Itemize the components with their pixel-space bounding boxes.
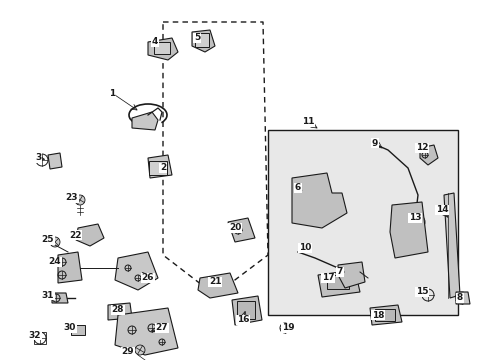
Text: 5: 5 — [193, 33, 200, 42]
Text: 10: 10 — [298, 243, 310, 252]
Polygon shape — [455, 292, 469, 304]
Text: 19: 19 — [281, 324, 294, 333]
Circle shape — [410, 215, 424, 229]
Polygon shape — [132, 112, 158, 130]
Circle shape — [135, 345, 145, 355]
Bar — [71, 325, 85, 335]
Bar — [304, 183, 315, 203]
Bar — [195, 33, 208, 47]
Text: 7: 7 — [336, 267, 343, 276]
Text: 15: 15 — [415, 288, 427, 297]
Polygon shape — [198, 273, 238, 298]
Polygon shape — [227, 218, 254, 242]
Text: 24: 24 — [49, 257, 61, 266]
Text: 11: 11 — [301, 117, 314, 126]
Polygon shape — [108, 303, 132, 320]
Text: 28: 28 — [112, 306, 124, 315]
Bar — [154, 42, 170, 54]
Text: 29: 29 — [122, 347, 134, 356]
Polygon shape — [419, 145, 437, 165]
Bar — [34, 332, 46, 344]
Text: 17: 17 — [321, 274, 334, 283]
Polygon shape — [58, 252, 82, 283]
Text: 14: 14 — [435, 206, 447, 215]
Text: 30: 30 — [63, 324, 76, 333]
Text: 4: 4 — [151, 37, 158, 46]
Text: 20: 20 — [228, 224, 241, 233]
Text: 25: 25 — [41, 235, 54, 244]
Bar — [374, 309, 394, 321]
Text: 22: 22 — [69, 230, 81, 239]
Text: 26: 26 — [142, 274, 154, 283]
Polygon shape — [317, 270, 359, 297]
Text: 21: 21 — [208, 278, 221, 287]
Text: 8: 8 — [456, 293, 462, 302]
Text: 18: 18 — [371, 310, 384, 320]
Text: 27: 27 — [155, 324, 168, 333]
Bar — [326, 275, 348, 289]
Polygon shape — [148, 38, 178, 60]
Text: 6: 6 — [294, 184, 301, 193]
Polygon shape — [231, 296, 262, 325]
Polygon shape — [389, 202, 427, 258]
Circle shape — [75, 195, 85, 205]
Circle shape — [50, 237, 60, 247]
Text: 2: 2 — [160, 163, 166, 172]
Circle shape — [401, 225, 407, 231]
Polygon shape — [337, 262, 364, 288]
Text: 12: 12 — [415, 144, 427, 153]
Text: 32: 32 — [29, 330, 41, 339]
Polygon shape — [192, 30, 215, 52]
Polygon shape — [148, 155, 172, 178]
Bar — [149, 161, 167, 175]
Text: 16: 16 — [236, 315, 249, 324]
Polygon shape — [115, 252, 158, 290]
Polygon shape — [48, 153, 62, 169]
Polygon shape — [115, 308, 178, 355]
Polygon shape — [443, 193, 459, 298]
Polygon shape — [369, 305, 401, 325]
Bar — [267, 130, 457, 315]
Text: 3: 3 — [35, 153, 41, 162]
Text: 9: 9 — [371, 139, 377, 148]
Text: 1: 1 — [109, 89, 115, 98]
Text: 13: 13 — [408, 213, 420, 222]
Polygon shape — [76, 224, 104, 246]
Text: 23: 23 — [65, 194, 78, 202]
Bar — [237, 301, 254, 319]
Polygon shape — [291, 173, 346, 228]
Polygon shape — [52, 293, 68, 303]
Text: 31: 31 — [41, 291, 54, 300]
